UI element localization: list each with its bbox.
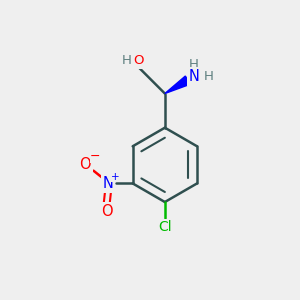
Polygon shape	[165, 76, 190, 94]
Text: +: +	[110, 172, 119, 182]
Text: O: O	[80, 157, 91, 172]
Text: N: N	[189, 69, 200, 84]
Text: O: O	[101, 204, 112, 219]
Text: H: H	[204, 70, 214, 83]
Text: H: H	[121, 54, 131, 67]
Text: N: N	[103, 176, 114, 191]
Text: H: H	[189, 58, 199, 71]
Text: Cl: Cl	[158, 220, 172, 234]
Text: −: −	[90, 150, 101, 163]
Text: O: O	[133, 54, 143, 67]
